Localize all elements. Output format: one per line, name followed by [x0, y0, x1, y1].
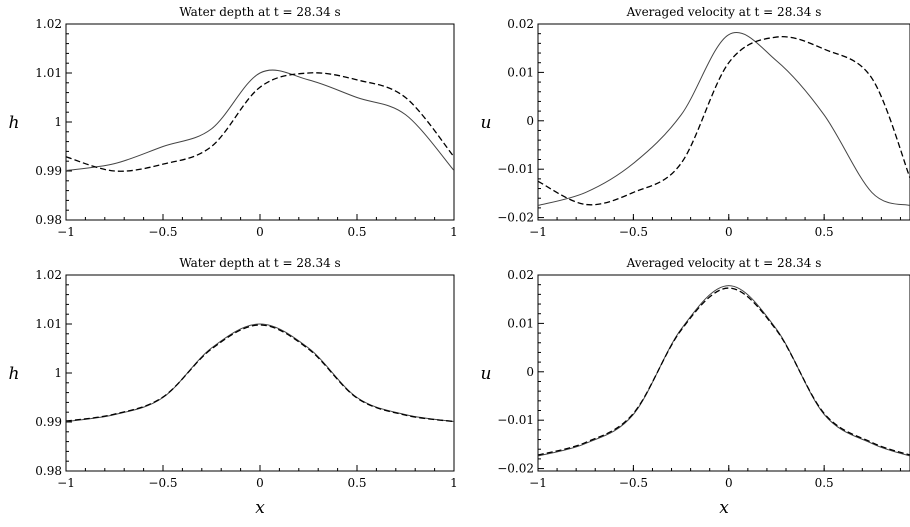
y-tick-label: 1	[54, 366, 62, 380]
x-tick-label: 0	[725, 476, 733, 490]
x-tick-label: 1	[450, 476, 458, 490]
x-tick-label: 0.5	[815, 225, 834, 239]
y-tick-label: −0.02	[497, 462, 534, 476]
y-tick-label: 1.02	[35, 268, 62, 282]
x-tick-label: 0.5	[347, 476, 366, 490]
panel-1: Water depth at t = 28.34 s 0.98 0.99 1 1.01 1…	[9, 5, 458, 239]
y-tick-label: 1	[54, 115, 62, 129]
y-axis-label: h	[9, 364, 20, 384]
plot-frame	[65, 274, 455, 472]
y-tick-label: 0.98	[35, 213, 62, 227]
x-tick-label: −0.5	[619, 225, 648, 239]
solid-series-line	[538, 32, 910, 206]
y-tick-label: 0.01	[507, 65, 534, 79]
dashed-series-line	[66, 324, 454, 423]
x-axis-label: x	[255, 498, 265, 518]
panel-3: Water depth at t = 28.34 s 0.98 0.99 1 1.01 1…	[9, 256, 458, 518]
y-tick-label: 0.99	[35, 164, 62, 178]
solid-series-line	[66, 323, 454, 423]
plot-frame	[537, 274, 910, 472]
y-axis-label: h	[9, 113, 20, 133]
x-tick-label: 0	[725, 225, 733, 239]
x-tick-label: −0.5	[148, 225, 177, 239]
plot-frame	[65, 23, 455, 221]
x-tick-label: −1	[529, 476, 547, 490]
panel-title: Averaged velocity at t = 28.34 s	[626, 256, 822, 270]
y-tick-label: 0.98	[35, 464, 62, 478]
y-tick-label: 0.99	[35, 415, 62, 429]
y-tick-label: 0.02	[507, 268, 534, 282]
panel-4: Averaged velocity at t = 28.34 s −0.02 −0.…	[481, 256, 910, 518]
panel-title: Averaged velocity at t = 28.34 s	[626, 5, 822, 19]
y-tick-label: 0.02	[507, 17, 534, 31]
y-tick-label: 0	[526, 114, 534, 128]
y-tick-label: 1.01	[35, 66, 62, 80]
x-tick-label: −0.5	[619, 476, 648, 490]
y-tick-label: −0.01	[497, 413, 534, 427]
panel-title: Water depth at t = 28.34 s	[179, 5, 340, 19]
solid-series-line	[66, 69, 454, 172]
y-tick-label: −0.02	[497, 211, 534, 225]
y-tick-label: −0.01	[497, 162, 534, 176]
x-tick-label: 0.5	[347, 225, 366, 239]
plot-frame	[537, 23, 910, 221]
x-tick-label: −1	[529, 225, 547, 239]
x-tick-label: 0	[256, 476, 264, 490]
y-axis-label: u	[481, 113, 492, 133]
y-tick-label: 0	[526, 365, 534, 379]
x-tick-label: 0.5	[815, 476, 834, 490]
dashed-series-line	[538, 36, 910, 206]
x-tick-label: −0.5	[148, 476, 177, 490]
x-axis-label: x	[719, 498, 729, 518]
y-tick-label: 1.01	[35, 317, 62, 331]
dashed-series-line	[538, 287, 910, 456]
y-tick-label: 0.01	[507, 316, 534, 330]
dashed-series-line	[66, 72, 454, 172]
solid-series-line	[538, 285, 910, 457]
x-tick-label: −1	[57, 476, 75, 490]
x-tick-label: −1	[57, 225, 75, 239]
panel-title: Water depth at t = 28.34 s	[179, 256, 340, 270]
y-tick-label: 1.02	[35, 17, 62, 31]
y-axis-label: u	[481, 364, 492, 384]
panel-2: Averaged velocity at t = 28.34 s −0.02 −0.…	[481, 5, 910, 239]
x-tick-label: 0	[256, 225, 264, 239]
x-tick-label: 1	[450, 225, 458, 239]
